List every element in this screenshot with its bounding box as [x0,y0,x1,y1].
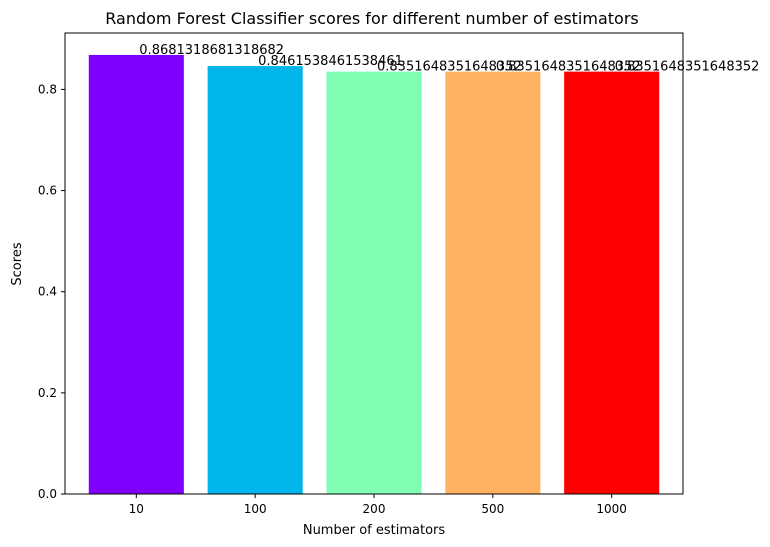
plot-frame [64,32,684,495]
x-tick-label-100: 100 [244,502,267,516]
x-axis-label: Number of estimators [303,523,446,538]
y-tick-label: 0.6 [38,184,57,198]
y-tick-label: 0.2 [38,386,57,400]
x-tick-label-200: 200 [363,502,386,516]
bar-10 [88,54,184,494]
x-tick-label-500: 500 [481,502,504,516]
data-label-1000: 0.8351648351648352 [615,60,760,75]
data-label-500: 0.8351648351648352 [496,60,641,75]
data-label-200: 0.8351648351648352 [377,60,522,75]
chart-title: Random Forest Classifier scores for diff… [105,9,638,28]
bar-1000 [564,71,660,495]
bar-200 [326,71,422,495]
bars-group [88,54,660,495]
bar-500 [445,71,541,495]
y-tick-label: 0.0 [38,487,57,501]
x-tick-label-1000: 1000 [596,502,627,516]
y-tick-label: 0.8 [38,82,57,96]
y-axis-label: Scores [10,242,25,285]
x-tick-label-10: 10 [129,502,144,516]
data-labels-group: 0.86813186813186820.84615384615384610.83… [139,43,759,75]
y-axis: 0.0 0.2 0.4 0.6 0.8 [38,82,65,501]
x-axis: 10 100 200 500 1000 [129,494,627,516]
y-tick-label: 0.4 [38,285,57,299]
bar-100 [207,66,303,494]
data-label-100: 0.8461538461538461 [258,54,403,69]
data-label-10: 0.8681318681318682 [139,43,284,58]
